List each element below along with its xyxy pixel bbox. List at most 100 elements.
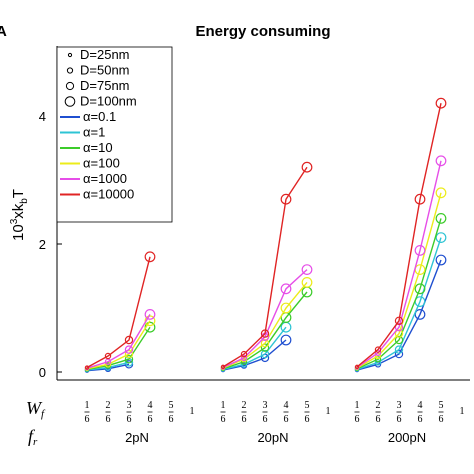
x-tick-numerator: 1 xyxy=(355,400,360,411)
data-point xyxy=(414,193,426,205)
panel-label: A xyxy=(0,23,7,40)
x-tick-numerator: 3 xyxy=(263,400,268,411)
x-tick-denominator: 6 xyxy=(221,414,226,425)
data-point xyxy=(260,329,270,338)
legend-label: α=1 xyxy=(83,125,105,140)
x-tick-one: 1 xyxy=(460,406,465,417)
data-point xyxy=(124,345,134,354)
series-group xyxy=(84,212,447,372)
legend-marker xyxy=(65,81,75,91)
data-point xyxy=(414,283,426,295)
series-line xyxy=(86,256,151,369)
series-line xyxy=(356,192,442,369)
legend-label: α=10000 xyxy=(83,187,134,202)
data-point xyxy=(394,329,404,338)
data-point xyxy=(240,354,248,362)
x-tick-numerator: 2 xyxy=(242,400,247,411)
data-point xyxy=(124,335,134,345)
data-point xyxy=(394,349,404,359)
x-tick-numerator: 5 xyxy=(169,400,174,411)
data-point xyxy=(144,309,156,320)
x-tick-numerator: 3 xyxy=(397,400,402,411)
data-point xyxy=(435,155,447,167)
series-line xyxy=(356,103,442,368)
series-line xyxy=(86,326,151,371)
x-tick-one: 1 xyxy=(326,406,331,417)
data-point xyxy=(301,264,313,276)
data-point xyxy=(260,349,270,359)
x-tick-denominator: 6 xyxy=(106,414,111,425)
row-label-fr-sub: r xyxy=(33,436,38,448)
x-tick-denominator: 6 xyxy=(85,414,90,425)
series-line xyxy=(356,218,442,370)
y-tick-label: 4 xyxy=(39,109,46,124)
ylabel-tail: T xyxy=(10,189,27,198)
x-tick-denominator: 6 xyxy=(397,414,402,425)
data-point xyxy=(301,161,313,173)
series-line xyxy=(222,339,287,371)
data-point xyxy=(435,254,447,266)
legend-label: α=100 xyxy=(83,156,120,171)
data-point xyxy=(144,315,156,327)
legend-label: α=10 xyxy=(83,140,113,155)
series-line xyxy=(356,237,442,371)
x-tick-numerator: 1 xyxy=(85,400,90,411)
data-point xyxy=(240,350,248,358)
x-tick-numerator: 1 xyxy=(221,400,226,411)
data-point xyxy=(394,335,404,345)
data-point xyxy=(414,244,426,256)
x-tick-numerator: 2 xyxy=(376,400,381,411)
legend-box xyxy=(56,46,173,223)
legend-label: α=0.1 xyxy=(83,109,116,124)
x-tick-denominator: 6 xyxy=(376,414,381,425)
series-line xyxy=(222,269,308,369)
row-label-wf: Wf xyxy=(26,398,46,420)
legend-label: D=75nm xyxy=(80,78,130,93)
data-point xyxy=(280,283,292,295)
group-label: 2pN xyxy=(125,430,149,445)
data-point xyxy=(354,364,360,370)
x-tick-denominator: 6 xyxy=(284,414,289,425)
data-point xyxy=(124,349,134,359)
data-point xyxy=(280,193,292,205)
x-tick-denominator: 6 xyxy=(439,414,444,425)
data-point xyxy=(435,232,447,244)
row-label-fr: fr xyxy=(28,426,38,448)
x-tick-denominator: 6 xyxy=(355,414,360,425)
series-group xyxy=(84,254,447,373)
x-tick-numerator: 2 xyxy=(106,400,111,411)
data-point xyxy=(394,323,404,332)
series-line xyxy=(86,314,151,369)
data-point xyxy=(414,309,426,320)
x-ticks: 1 6 2 6 3 6 4 6 5 6 1 2pN 1 6 2 6 3 6 4 6 5 6 1 20pN 1 6 2 6 3 6 4 6 5 6 1… xyxy=(84,400,465,445)
row-label-wf-main: W xyxy=(26,398,43,418)
x-tick-numerator: 5 xyxy=(305,400,310,411)
x-tick-numerator: 3 xyxy=(127,400,132,411)
ylabel-base: 10 xyxy=(10,224,27,241)
legend: D=25nmD=50nmD=75nmD=100nmα=0.1α=1α=10α=1… xyxy=(56,46,173,223)
series-line xyxy=(86,320,151,370)
row-label-wf-sub: f xyxy=(41,408,46,420)
data-point xyxy=(104,352,112,360)
legend-items: D=25nmD=50nmD=75nmD=100nmα=0.1α=1α=10α=1… xyxy=(60,47,137,202)
data-point xyxy=(280,334,292,346)
legend-label: D=100nm xyxy=(80,94,137,109)
x-tick-denominator: 6 xyxy=(169,414,174,425)
group-label: 200pN xyxy=(388,430,426,445)
data-point xyxy=(435,97,447,109)
series-line xyxy=(222,281,308,369)
x-tick-denominator: 6 xyxy=(263,414,268,425)
x-tick-numerator: 5 xyxy=(439,400,444,411)
x-tick-numerator: 4 xyxy=(148,400,153,411)
legend-marker xyxy=(64,96,76,107)
data-point xyxy=(435,212,447,224)
x-tick-numerator: 4 xyxy=(284,400,289,411)
y-tick-label: 2 xyxy=(39,237,46,252)
group-label: 20pN xyxy=(257,430,288,445)
x-tick-denominator: 6 xyxy=(148,414,153,425)
y-axis-label: 103xkbT xyxy=(9,189,30,241)
series-group xyxy=(84,97,447,370)
data-point xyxy=(84,365,90,370)
data-point xyxy=(124,355,134,364)
